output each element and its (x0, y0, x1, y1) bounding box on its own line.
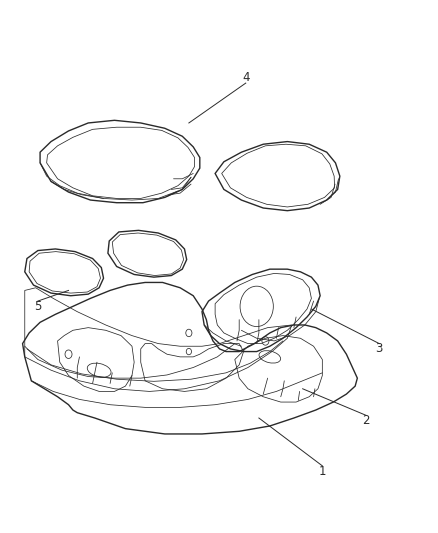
Text: 1: 1 (318, 465, 325, 478)
Text: 2: 2 (361, 414, 369, 427)
Text: 4: 4 (241, 71, 249, 84)
Text: 3: 3 (374, 342, 382, 356)
Text: 5: 5 (34, 300, 42, 313)
